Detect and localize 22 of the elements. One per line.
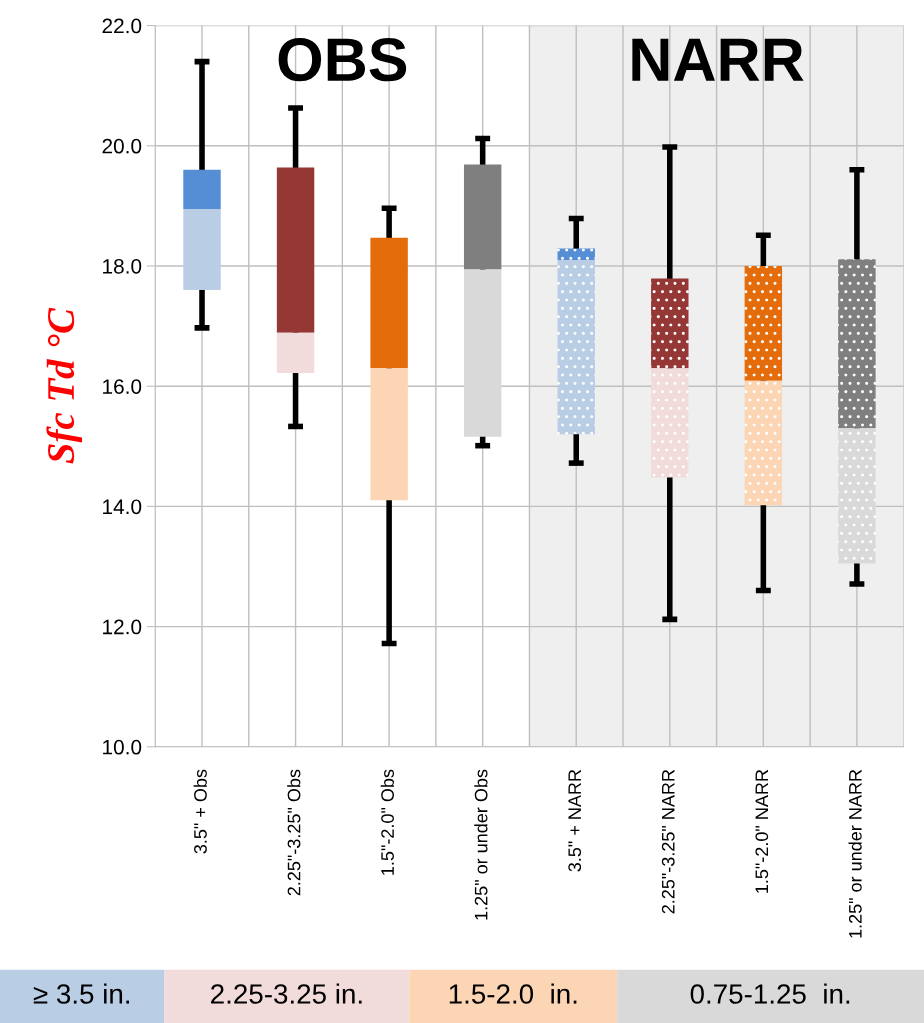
x-tick-label: 2.25"-3.25" NARR	[661, 769, 675, 914]
x-tick-label: 2.25"-3.25" Obs	[287, 769, 301, 896]
text: 0.75-1.25 in.	[690, 983, 850, 1004]
x-tick-label: 1.5"-2.0" NARR	[755, 769, 769, 893]
y-tick-label: 12.0	[103, 619, 142, 635]
text: ≥ 3.5 in.	[33, 983, 130, 1004]
y-tick-label: 18.0	[103, 258, 142, 274]
text: 2.25-3.25 in.	[211, 983, 362, 1004]
x-tick-label: 1.25" or under NARR	[848, 769, 862, 938]
y-tick-label: 14.0	[103, 499, 142, 515]
text: 1.5-2.0 in.	[449, 983, 577, 1004]
y-tick-label: 22.0	[102, 18, 142, 34]
x-tick-label: 3.5" + NARR	[568, 769, 582, 872]
x-tick-label: 3.5" + Obs	[193, 769, 207, 854]
y-tick-label: 20.0	[102, 138, 142, 154]
y-axis-title: Sfc Td °C	[46, 307, 83, 464]
x-tick-label: 1.5"-2.0" Obs	[380, 769, 394, 875]
annotation: OBS	[278, 38, 407, 82]
x-tick-label: 1.25" or under Obs	[474, 769, 488, 920]
y-tick-label: 16.0	[103, 379, 142, 394]
annotation: NARR	[632, 38, 804, 81]
y-tick-label: 10.0	[103, 739, 142, 755]
